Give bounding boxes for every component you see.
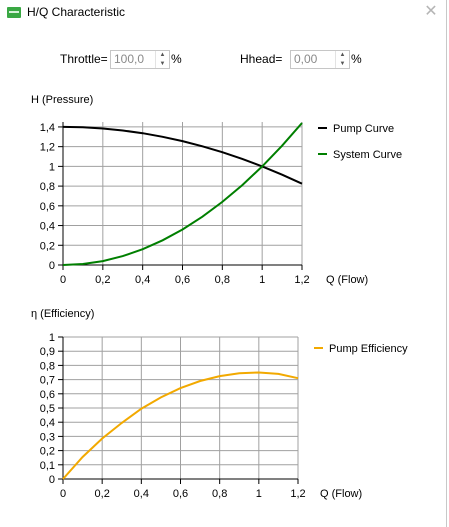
- window-title: H/Q Characteristic: [27, 5, 126, 19]
- chart-1-y-tick-label: 0,8: [40, 360, 55, 372]
- chart-1-y-tick-label: 0,3: [40, 431, 55, 443]
- chart-1-x-tick-label: 0,8: [212, 488, 227, 500]
- chart-0-legend-label: System Curve: [333, 149, 402, 161]
- hhead-input[interactable]: [291, 51, 338, 68]
- chart-0-x-axis-title: Q (Flow): [326, 274, 368, 286]
- chart-1-x-tick-label: 0,6: [173, 488, 188, 500]
- chart-0-y-tick-label: 1,2: [40, 142, 55, 154]
- chart-0-x-tick-label: 1,2: [294, 274, 309, 286]
- chart-0-x-tick-label: 0,6: [175, 274, 190, 286]
- chevron-down-icon[interactable]: ▼: [339, 61, 346, 67]
- chevron-up-icon[interactable]: ▲: [339, 52, 346, 58]
- chart-1-y-tick-label: 0,9: [40, 346, 55, 358]
- chart-1-x-tick-label: 0: [60, 488, 66, 500]
- chart-1-x-tick-label: 1,2: [290, 488, 305, 500]
- chart-0-x-tick-label: 0,4: [135, 274, 150, 286]
- chart-0-y-tick-label: 0: [49, 260, 55, 272]
- chart-1-y-tick-label: 0: [49, 474, 55, 486]
- hhead-label: Hhead=: [240, 52, 283, 66]
- chevron-down-icon[interactable]: ▼: [159, 61, 166, 67]
- title-bar: H/Q Characteristic ✕: [0, 0, 446, 26]
- throttle-input[interactable]: [111, 51, 158, 68]
- chart-1-x-axis-title: Q (Flow): [320, 488, 362, 500]
- chevron-up-icon[interactable]: ▲: [159, 52, 166, 58]
- chart-0-y-tick-label: 0,2: [40, 240, 55, 252]
- chart-0-x-tick-label: 1: [259, 274, 265, 286]
- chart-1-y-tick-label: 0,1: [40, 460, 55, 472]
- throttle-label: Throttle=: [60, 52, 108, 66]
- chart-1-y-tick-label: 0,6: [40, 389, 55, 401]
- chart-1-y-tick-label: 0,2: [40, 446, 55, 458]
- hhead-spinbox[interactable]: ▲ ▼: [290, 50, 350, 69]
- chart-0-y-tick-label: 0,6: [40, 201, 55, 213]
- chart-0-y-tick-label: 0,4: [40, 221, 55, 233]
- hhead-unit: %: [351, 52, 362, 66]
- chart-0-x-tick-label: 0,8: [215, 274, 230, 286]
- chart-1-y-tick-label: 0,5: [40, 403, 55, 415]
- close-icon[interactable]: ✕: [424, 3, 438, 20]
- chart-0-x-tick-label: 0,2: [95, 274, 110, 286]
- throttle-unit: %: [171, 52, 182, 66]
- chart-1-y-tick-label: 0,4: [40, 417, 55, 429]
- chart-1-y-tick-label: 0,7: [40, 375, 55, 387]
- chart-0-series-line-system-curve: [62, 122, 303, 266]
- chart-0-x-tick-label: 0: [60, 274, 66, 286]
- throttle-spinbox[interactable]: ▲ ▼: [110, 50, 170, 69]
- chart-1-legend-label: Pump Efficiency: [329, 343, 408, 355]
- chart-1-y-axis-title: η (Efficiency): [31, 308, 94, 320]
- chart-0-legend-label: Pump Curve: [333, 123, 394, 135]
- throttle-spin-buttons: ▲ ▼: [155, 51, 169, 68]
- chart-1-series-line-pump-efficiency: [62, 371, 299, 480]
- app-icon: [7, 7, 21, 18]
- chart-1-x-tick-label: 1: [256, 488, 262, 500]
- hhead-spin-buttons: ▲ ▼: [335, 51, 349, 68]
- chart-0-y-tick-label: 1: [49, 161, 55, 173]
- chart-1-x-tick-label: 0,4: [134, 488, 149, 500]
- chart-0-y-tick-label: 1,4: [40, 122, 55, 134]
- chart-0-y-tick-label: 0,8: [40, 181, 55, 193]
- chart-1-y-tick-label: 1: [49, 332, 55, 344]
- chart-1-x-tick-label: 0,2: [95, 488, 110, 500]
- chart-0-y-axis-title: H (Pressure): [31, 94, 93, 106]
